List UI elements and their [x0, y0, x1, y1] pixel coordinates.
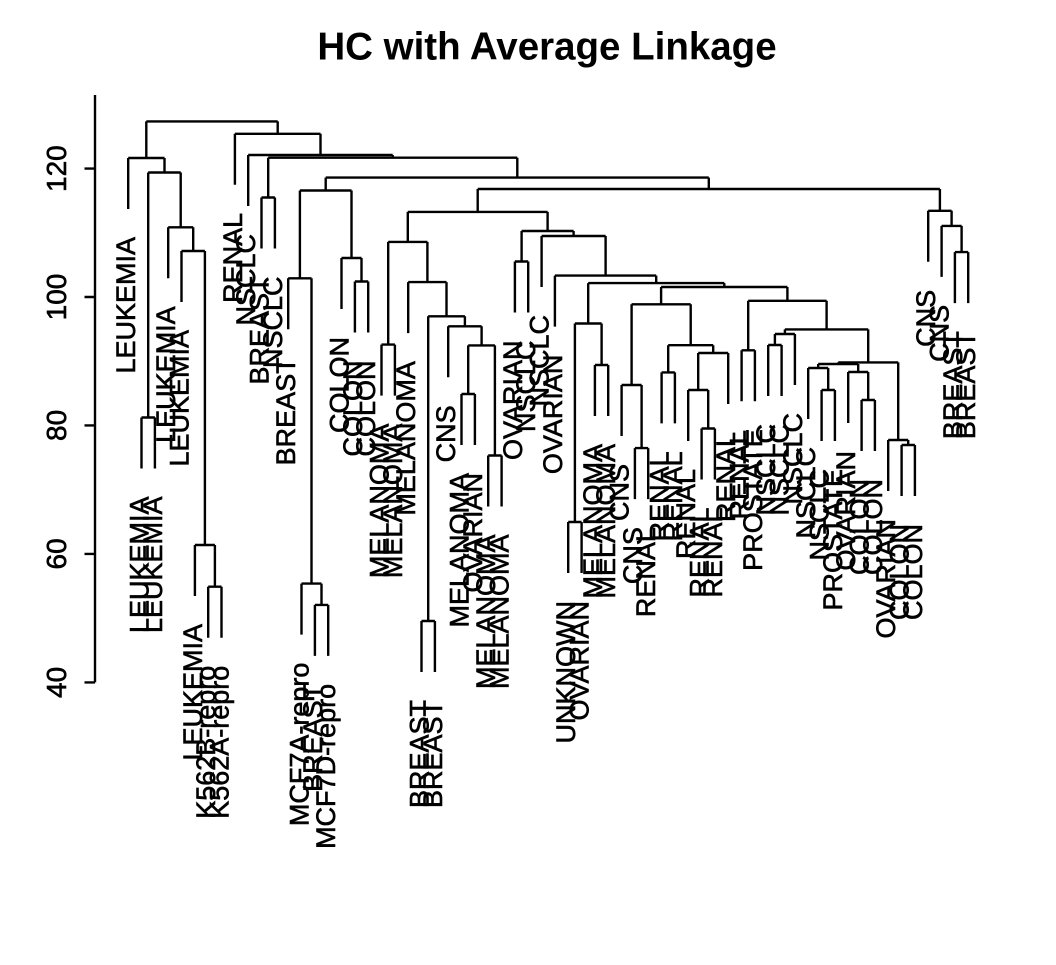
svg-text:PROSTATE: PROSTATE: [818, 469, 848, 611]
svg-text:PROSTATE: PROSTATE: [738, 429, 768, 571]
svg-text:RENAL: RENAL: [218, 213, 248, 303]
svg-text:K562A-repro: K562A-repro: [205, 666, 235, 819]
svg-text:COLON: COLON: [858, 479, 888, 575]
svg-text:NSCLC: NSCLC: [525, 315, 555, 407]
svg-text:NSCLC: NSCLC: [751, 424, 781, 516]
svg-text:UNKNOWN: UNKNOWN: [551, 601, 581, 744]
svg-text:RENAL: RENAL: [671, 469, 701, 559]
svg-text:NSCLC: NSCLC: [511, 341, 541, 433]
svg-text:HC with Average Linkage: HC with Average Linkage: [317, 26, 776, 69]
svg-text:CNS: CNS: [605, 464, 635, 521]
svg-text:120: 120: [41, 145, 72, 192]
svg-text:COLON: COLON: [845, 479, 875, 575]
svg-text:COLON: COLON: [885, 524, 915, 620]
svg-text:BREAST: BREAST: [271, 357, 301, 465]
svg-text:RENAL: RENAL: [685, 508, 715, 598]
svg-text:LEUKEMIA: LEUKEMIA: [151, 306, 181, 443]
svg-text:80: 80: [41, 410, 72, 441]
svg-text:MELANOMA: MELANOMA: [445, 473, 475, 628]
svg-text:MELANOMA: MELANOMA: [485, 535, 515, 690]
svg-text:BREAST: BREAST: [938, 331, 968, 439]
svg-text:CNS: CNS: [618, 527, 648, 584]
svg-text:MCF7D-repro: MCF7D-repro: [311, 684, 341, 849]
svg-text:NSCLC: NSCLC: [805, 469, 835, 561]
svg-text:MELANOMA: MELANOMA: [378, 424, 408, 579]
svg-text:MELANOMA: MELANOMA: [391, 361, 421, 516]
svg-text:LEUKEMIA: LEUKEMIA: [165, 330, 195, 467]
svg-text:COLON: COLON: [351, 361, 381, 457]
svg-text:RENAL: RENAL: [658, 451, 688, 541]
svg-text:RENAL: RENAL: [631, 527, 661, 617]
svg-text:NSCLC: NSCLC: [258, 277, 288, 369]
svg-text:K562B-repro: K562B-repro: [191, 666, 221, 819]
svg-text:NSCLC: NSCLC: [231, 234, 261, 326]
svg-text:COLON: COLON: [325, 337, 355, 433]
svg-text:CNS: CNS: [911, 290, 941, 347]
svg-text:BREAST: BREAST: [298, 684, 328, 792]
svg-text:MELANOMA: MELANOMA: [591, 444, 621, 599]
svg-text:OVARIAN: OVARIAN: [538, 355, 568, 475]
svg-text:RENAL: RENAL: [698, 508, 728, 598]
svg-text:BREAST: BREAST: [951, 331, 981, 439]
svg-text:LEUKEMIA: LEUKEMIA: [125, 497, 155, 634]
svg-text:OVARIAN: OVARIAN: [871, 519, 901, 639]
svg-text:BREAST: BREAST: [245, 277, 275, 385]
svg-text:LEUKEMIA: LEUKEMIA: [138, 497, 168, 634]
svg-text:OVARIAN: OVARIAN: [831, 451, 861, 571]
svg-text:NSCLC: NSCLC: [778, 413, 808, 505]
svg-text:100: 100: [41, 274, 72, 321]
svg-text:NSCLC: NSCLC: [765, 424, 795, 516]
svg-text:OVARIAN: OVARIAN: [498, 341, 528, 461]
svg-text:LEUKEMIA: LEUKEMIA: [178, 624, 208, 761]
svg-text:BREAST: BREAST: [405, 700, 435, 808]
svg-text:OVARIAN: OVARIAN: [458, 473, 488, 593]
svg-text:COLON: COLON: [338, 361, 368, 457]
svg-text:CNS: CNS: [925, 305, 955, 362]
svg-text:RENAL: RENAL: [645, 451, 675, 541]
svg-text:COLON: COLON: [898, 524, 928, 620]
svg-text:NSCLC: NSCLC: [791, 447, 821, 539]
svg-text:RENAL: RENAL: [711, 432, 741, 522]
svg-text:60: 60: [41, 538, 72, 569]
svg-text:MELANOMA: MELANOMA: [365, 424, 395, 579]
svg-text:CNS: CNS: [431, 405, 461, 462]
svg-text:OVARIAN: OVARIAN: [565, 601, 595, 721]
svg-text:RENAL: RENAL: [725, 429, 755, 519]
svg-text:MCF7A-repro: MCF7A-repro: [285, 663, 315, 827]
svg-text:MELANOMA: MELANOMA: [471, 535, 501, 690]
svg-text:40: 40: [41, 667, 72, 698]
svg-text:LEUKEMIA: LEUKEMIA: [111, 237, 141, 374]
svg-text:MELANOMA: MELANOMA: [578, 444, 608, 599]
svg-text:BREAST: BREAST: [418, 700, 448, 808]
